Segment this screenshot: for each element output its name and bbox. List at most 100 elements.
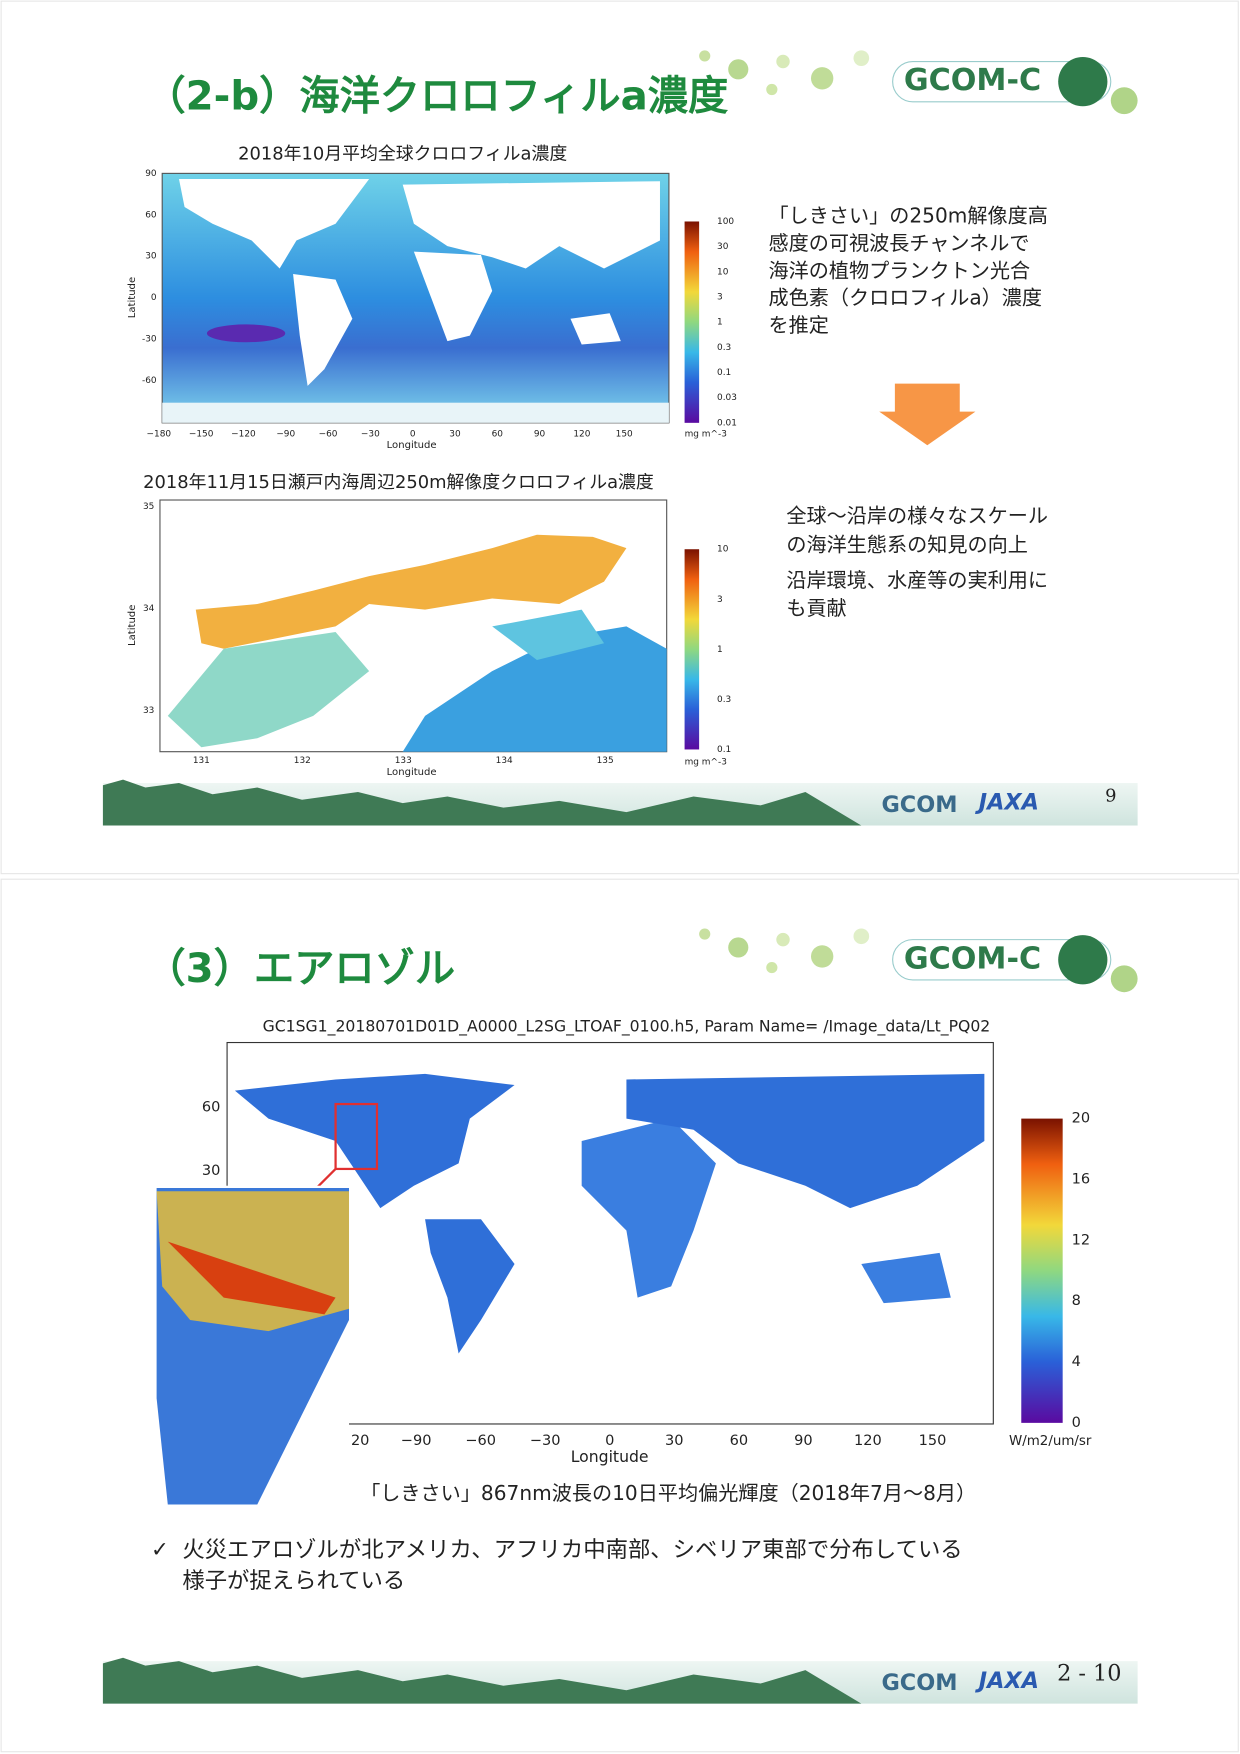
- y-tick-label: 33: [143, 706, 154, 716]
- x-tick-label: 0: [605, 1433, 614, 1449]
- x-tick-label: −60: [319, 430, 338, 440]
- x-tick-label: −180: [147, 430, 172, 440]
- x-tick-label: −30: [361, 430, 380, 440]
- x-tick-label: −150: [189, 430, 214, 440]
- y-tick-label: 35: [143, 502, 154, 512]
- y-tick-label: 60: [202, 1099, 221, 1115]
- colorbar-label: 0.1: [717, 745, 731, 755]
- footer-logo: GCOM: [881, 792, 957, 818]
- x-tick-label: 120: [854, 1433, 882, 1449]
- colorbar-label: 0.3: [717, 343, 731, 353]
- colorbar-label: 10: [717, 545, 729, 555]
- point-text: も貢献: [786, 596, 846, 620]
- inset-map: [131, 1185, 350, 1505]
- colorbar-label: 16: [1072, 1171, 1091, 1187]
- colorbar: [684, 221, 700, 423]
- colorbar-label: 4: [1072, 1354, 1081, 1370]
- colorbar-label: 1: [717, 318, 723, 328]
- colorbar-label: 0.03: [717, 393, 737, 403]
- colorbar-label: 0.1: [717, 368, 731, 378]
- regional-map: [159, 499, 668, 753]
- x-tick-label: −120: [231, 430, 256, 440]
- arrow: [879, 383, 976, 446]
- y-tick-label: 30: [202, 1163, 221, 1179]
- x-tick-label: −30: [530, 1433, 561, 1449]
- description: 成色素（クロロフィルa）濃度: [768, 286, 1042, 310]
- x-axis-label: Longitude: [571, 1447, 649, 1466]
- bullet-mark: ✓: [151, 1537, 169, 1562]
- slide-border: [0, 878, 1239, 1753]
- page-number: 2 - 10: [1057, 1661, 1121, 1687]
- footer-logo: JAXA: [975, 790, 1039, 816]
- x-tick-label: 131: [193, 756, 210, 766]
- x-tick-label: 120: [573, 430, 590, 440]
- y-tick-label: 0: [151, 293, 157, 303]
- colorbar: [1021, 1118, 1063, 1423]
- footer-logo: JAXA: [975, 1668, 1039, 1694]
- x-tick-label: 133: [395, 756, 412, 766]
- x-tick-label: 150: [919, 1433, 947, 1449]
- x-axis-label: Longitude: [387, 440, 437, 451]
- point-text: 沿岸環境、水産等の実利用に: [786, 568, 1048, 592]
- colorbar-label: 1: [717, 645, 723, 655]
- bullet-text: 様子が捉えられている: [182, 1568, 405, 1594]
- colorbar-label: 30: [717, 242, 729, 252]
- bullet-text: 火災エアロゾルが北アメリカ、アフリカ中南部、シベリア東部で分布している: [182, 1537, 962, 1563]
- colorbar-label: 20: [1072, 1111, 1091, 1127]
- y-tick-label: -60: [142, 376, 157, 386]
- y-tick-label: 30: [145, 252, 157, 262]
- colorbar-unit: mg m^-3: [685, 430, 727, 440]
- y-tick-label: 60: [145, 210, 157, 220]
- slide-title: （3）エアロゾル: [145, 946, 455, 992]
- page-number: 9: [1105, 785, 1116, 806]
- description: 「しきさい」の250m解像度高: [768, 204, 1047, 228]
- logo: GCOM-C: [904, 941, 1041, 976]
- colorbar-label: 10: [717, 267, 729, 277]
- colorbar-label: 8: [1072, 1293, 1081, 1309]
- x-axis-label: Longitude: [387, 767, 437, 778]
- description: を推定: [768, 313, 828, 337]
- description: 感度の可視波長チャンネルで: [768, 231, 1029, 255]
- x-tick-label: 30: [665, 1433, 684, 1449]
- colorbar-label: 3: [717, 595, 723, 605]
- colorbar-label: 0.3: [717, 695, 731, 705]
- colorbar: [684, 549, 700, 750]
- y-tick-label: 90: [145, 169, 157, 179]
- point-text: の海洋生態系の知見の向上: [786, 532, 1027, 556]
- x-tick-label: −90: [401, 1433, 432, 1449]
- description: 海洋の植物プランクトン光合: [768, 258, 1030, 282]
- x-tick-label: 132: [294, 756, 311, 766]
- colorbar-label: 100: [717, 217, 734, 227]
- x-tick-label: −60: [465, 1433, 496, 1449]
- map-title: 2018年10月平均全球クロロフィルa濃度: [238, 143, 567, 164]
- x-tick-label: 150: [616, 430, 633, 440]
- footer-logo: GCOM: [881, 1670, 957, 1696]
- map-title: GC1SG1_20180701D01D_A0000_L2SG_LTOAF_010…: [263, 1016, 991, 1036]
- x-tick-label: 20: [351, 1433, 370, 1449]
- x-tick-label: 60: [492, 430, 504, 440]
- colorbar-label: 0: [1072, 1415, 1081, 1431]
- x-tick-label: 90: [794, 1433, 812, 1449]
- x-tick-label: 90: [534, 430, 546, 440]
- x-tick-label: 60: [730, 1433, 749, 1449]
- x-tick-label: 0: [410, 430, 416, 440]
- colorbar-label: 12: [1072, 1232, 1091, 1248]
- map-title: 2018年11月15日瀬戸内海周辺250m解像度クロロフィルa濃度: [143, 472, 654, 493]
- caption: 「しきさい」867nm波長の10日平均偏光輝度（2018年7月〜8月）: [360, 1481, 976, 1505]
- y-axis-label: Latitude: [127, 277, 138, 318]
- aerosol-map: [226, 1041, 994, 1425]
- x-tick-label: 30: [449, 430, 461, 440]
- x-tick-label: −90: [276, 430, 295, 440]
- slide-title: （2-b）海洋クロロフィルa濃度: [145, 73, 729, 119]
- colorbar-label: 0.01: [717, 418, 737, 428]
- colorbar-label: 3: [717, 292, 723, 302]
- colorbar-unit: mg m^-3: [685, 757, 727, 767]
- point-text: 全球〜沿岸の様々なスケール: [786, 503, 1048, 527]
- logo: GCOM-C: [904, 63, 1041, 98]
- x-tick-label: 135: [597, 756, 614, 766]
- global-map: [161, 172, 670, 424]
- colorbar-unit: W/m2/um/sr: [1009, 1434, 1092, 1449]
